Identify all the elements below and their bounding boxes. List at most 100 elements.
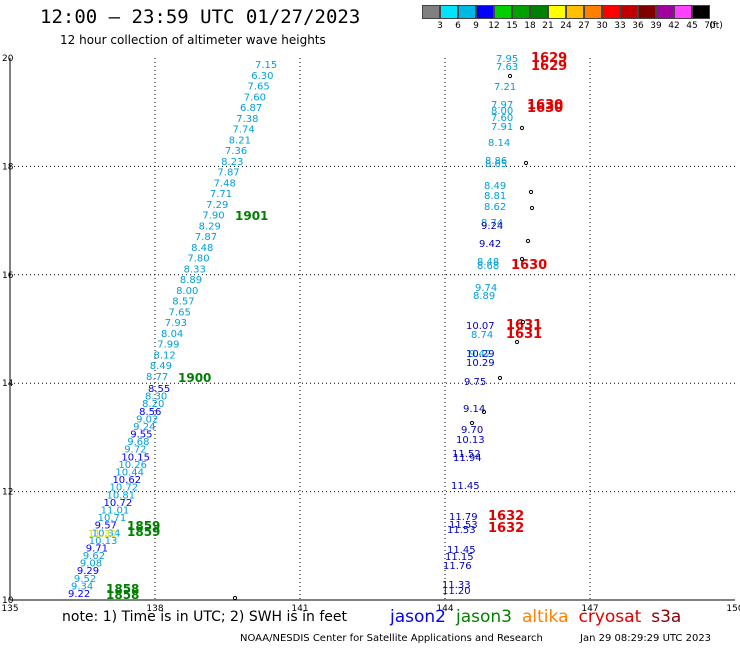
track-time-label: 1901 xyxy=(235,209,268,223)
wave-height-label: 10.13 xyxy=(89,536,118,547)
wave-height-label: 9.29 xyxy=(77,566,99,577)
wave-height-label: 8.55 xyxy=(148,384,170,395)
wave-height-label: 7.21 xyxy=(494,82,516,93)
wave-height-label: 10.81 xyxy=(107,490,136,501)
island-marker xyxy=(481,409,487,415)
wave-height-label: 7.87 xyxy=(195,232,217,243)
scale-swatch xyxy=(476,5,494,19)
wave-height-label: 8.89 xyxy=(180,275,202,286)
wave-height-label: 7.99 xyxy=(157,340,179,351)
scale-label: 36 xyxy=(632,21,644,31)
wave-height-label: 10.07 xyxy=(466,321,495,332)
island-marker xyxy=(519,125,525,131)
wave-height-label: 9.74 xyxy=(475,283,497,294)
wave-height-label: 9.34 xyxy=(71,581,93,592)
track-time-label: 1858 xyxy=(106,588,139,602)
island-marker xyxy=(523,160,529,166)
island-marker xyxy=(514,339,520,345)
wave-height-label: 9.75 xyxy=(464,377,486,388)
credit-line: NOAA/NESDIS Center for Satellite Applica… xyxy=(240,633,543,644)
scale-swatch xyxy=(656,5,674,19)
scale-swatch xyxy=(602,5,620,19)
scale-swatch xyxy=(548,5,566,19)
scale-label: 3 xyxy=(437,21,443,31)
track-time-label: 1629 xyxy=(531,51,567,66)
scale-label: 45 xyxy=(686,21,698,31)
lat-tick-label: 20 xyxy=(2,54,14,64)
wave-height-label: 10.71 xyxy=(98,513,127,524)
island-marker xyxy=(507,73,513,79)
track-time-label: 1631 xyxy=(506,327,542,342)
track-time-label: 1630 xyxy=(511,258,547,273)
wave-height-label: 8.62 xyxy=(484,202,506,213)
wave-height-label: 11.52 xyxy=(452,449,481,460)
wave-height-label: 7.15 xyxy=(255,60,277,71)
map-subtitle: 12 hour collection of altimeter wave hei… xyxy=(60,33,326,47)
wave-height-label: 8.33 xyxy=(184,264,206,275)
wave-height-label: 8.20 xyxy=(142,399,164,410)
wave-height-label: 9.70 xyxy=(461,425,483,436)
wave-height-label: 8.57 xyxy=(172,297,194,308)
track-time-label: 1859 xyxy=(127,519,160,533)
track-time-label: 1632 xyxy=(488,521,524,536)
grid-lines xyxy=(9,58,735,601)
scale-swatch xyxy=(494,5,512,19)
island-outlines xyxy=(232,73,535,601)
wave-height-label: 8.74 xyxy=(481,218,503,229)
wave-height-label: 9.42 xyxy=(469,349,491,360)
lat-tick-label: 12 xyxy=(2,488,13,498)
wave-height-label: 11.94 xyxy=(453,453,482,464)
wave-height-label: 8.74 xyxy=(471,330,493,341)
scale-label: 9 xyxy=(473,21,479,31)
color-scale-legend: 3 6 9 12 15 18 21 24 27 30 33 36 39 42 45 70 (ft) xyxy=(422,5,728,35)
lon-tick-label: 144 xyxy=(436,604,453,614)
wave-height-label: 11.15 xyxy=(445,552,474,563)
island-marker xyxy=(519,256,525,262)
wave-height-label: 8.77 xyxy=(146,372,168,383)
wave-height-label: 7.63 xyxy=(496,62,518,73)
scale-unit: (ft) xyxy=(709,21,723,31)
wave-height-label: 7.48 xyxy=(214,178,236,189)
island-marker xyxy=(528,189,534,195)
track-time-label: 1631 xyxy=(506,318,542,333)
wave-height-label: 7.80 xyxy=(187,254,209,265)
wave-height-label: 9.71 xyxy=(86,543,108,554)
wave-height-label: 10.29 xyxy=(466,358,495,369)
track-time-label: 1900 xyxy=(178,371,211,385)
wave-height-label: 8.14 xyxy=(488,138,510,149)
wave-height-label: 8.65 xyxy=(485,159,507,170)
scale-swatch xyxy=(458,5,476,19)
scale-swatch xyxy=(692,5,710,19)
wave-height-label: 7.65 xyxy=(247,82,269,93)
map-title: 12:00 – 23:59 UTC 01/27/2023 xyxy=(40,6,361,28)
track-time-label: 1632 xyxy=(488,509,524,524)
wave-height-label: 10.15 xyxy=(121,452,150,463)
island-marker xyxy=(497,375,503,381)
scale-label: 70 xyxy=(704,21,716,31)
lat-tick-label: 14 xyxy=(2,379,14,389)
wave-height-label: 9.62 xyxy=(83,551,105,562)
wave-height-label: 8.89 xyxy=(473,291,495,302)
lon-tick-label: 138 xyxy=(146,604,163,614)
wave-height-label: 7.93 xyxy=(165,318,187,329)
scale-swatch xyxy=(422,5,440,19)
wave-height-label: 11.33 xyxy=(442,580,471,591)
wave-height-label: 11.45 xyxy=(451,481,480,492)
satellite-legend-item: cryosat xyxy=(578,607,642,627)
wave-height-label: 9.55 xyxy=(130,430,152,441)
satellite-legend: jason2 jason3 altika cryosat s3a xyxy=(390,607,691,627)
altimeter-tracks: 7.156.307.657.606.877.387.748.217.368.23… xyxy=(68,51,567,602)
scale-label: 6 xyxy=(455,21,461,31)
scale-label: 42 xyxy=(668,21,680,31)
scale-label: 33 xyxy=(614,21,626,31)
wave-height-label: 7.60 xyxy=(491,113,513,124)
wave-height-label: 10.44 xyxy=(115,468,144,479)
scale-label: 12 xyxy=(488,21,500,31)
wave-height-label: 9.57 xyxy=(95,521,117,532)
wave-height-label: 8.48 xyxy=(477,257,499,268)
wave-height-label: 7.38 xyxy=(236,114,258,125)
scale-swatch xyxy=(584,5,602,19)
wave-height-label: 11.53 xyxy=(447,525,476,536)
wave-height-label: 8.49 xyxy=(150,361,172,372)
lon-tick-label: 135 xyxy=(1,604,18,614)
